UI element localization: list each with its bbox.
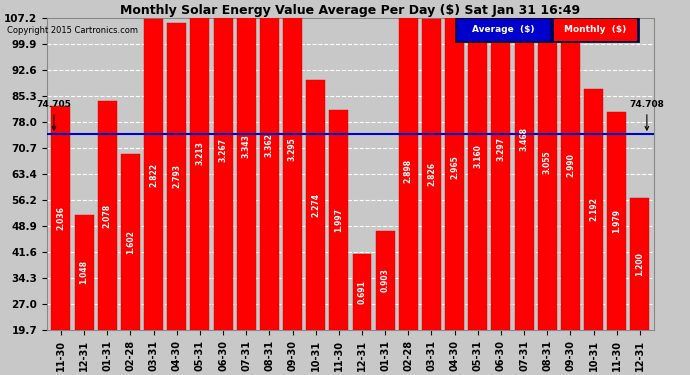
Bar (329, 110, 348, 330)
Text: 1.979: 1.979 (612, 209, 621, 233)
Text: 74.708: 74.708 (629, 100, 664, 130)
Text: 3.468: 3.468 (520, 127, 529, 151)
Text: 1.602: 1.602 (126, 230, 135, 254)
Text: 74.705: 74.705 (37, 100, 71, 130)
Bar (538, 0, 557, 330)
Text: 3.055: 3.055 (543, 150, 552, 174)
Text: 2.822: 2.822 (149, 163, 158, 187)
Text: 1.200: 1.200 (635, 252, 644, 276)
Bar (213, 0, 233, 330)
Text: 3.343: 3.343 (241, 134, 250, 158)
Bar (190, 0, 209, 330)
Text: 2.192: 2.192 (589, 197, 598, 221)
Text: 2.826: 2.826 (427, 162, 436, 186)
Bar (515, 0, 533, 330)
Text: Average  ($): Average ($) (473, 26, 535, 34)
Bar (75, 214, 94, 330)
Bar (445, 4, 464, 330)
Bar (469, 0, 487, 330)
Text: 3.267: 3.267 (219, 138, 228, 162)
Bar (144, 20, 163, 330)
Bar (375, 231, 395, 330)
Bar (422, 19, 441, 330)
Text: 3.160: 3.160 (473, 144, 482, 168)
Text: 3.295: 3.295 (288, 137, 297, 160)
Text: Monthly  ($): Monthly ($) (564, 26, 627, 34)
Bar (283, 0, 302, 330)
Bar (306, 80, 325, 330)
Bar (167, 22, 186, 330)
Text: 2.078: 2.078 (103, 204, 112, 228)
Bar (52, 106, 70, 330)
Bar (121, 154, 140, 330)
Text: Copyright 2015 Cartronics.com: Copyright 2015 Cartronics.com (7, 26, 138, 35)
Bar (607, 112, 627, 330)
Bar (98, 101, 117, 330)
Title: Monthly Solar Energy Value Average Per Day ($) Sat Jan 31 16:49: Monthly Solar Energy Value Average Per D… (120, 4, 580, 17)
Text: 2.990: 2.990 (566, 153, 575, 177)
Bar (399, 11, 418, 330)
Bar (631, 198, 649, 330)
Text: 1.997: 1.997 (335, 208, 344, 232)
Text: 3.362: 3.362 (265, 133, 274, 157)
Text: 2.036: 2.036 (57, 206, 66, 230)
Bar (260, 0, 279, 330)
Text: 2.274: 2.274 (311, 193, 320, 217)
Bar (353, 254, 371, 330)
Bar (491, 0, 511, 330)
Text: 2.898: 2.898 (404, 159, 413, 183)
Text: 3.213: 3.213 (195, 141, 204, 165)
Text: 2.965: 2.965 (450, 155, 459, 179)
Text: 3.297: 3.297 (497, 136, 506, 160)
Text: 0.691: 0.691 (357, 280, 366, 304)
Text: 1.048: 1.048 (79, 260, 88, 284)
Bar (237, 0, 256, 330)
Bar (584, 89, 603, 330)
Text: 0.903: 0.903 (381, 268, 390, 292)
Text: 2.793: 2.793 (172, 164, 181, 188)
Bar (561, 1, 580, 330)
